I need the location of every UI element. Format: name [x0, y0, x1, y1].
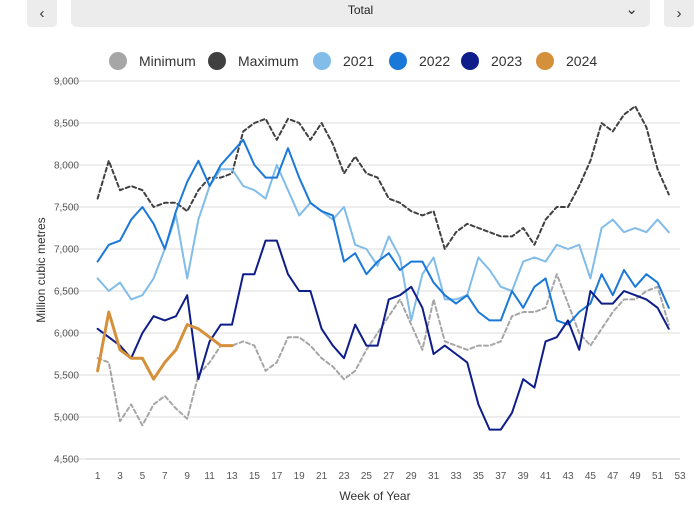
- x-tick-label: 49: [630, 471, 642, 482]
- legend-label: Maximum: [238, 53, 299, 69]
- legend-item-2022: 2022: [389, 52, 450, 70]
- series-line-2024: [96, 310, 234, 381]
- x-axis-title: Week of Year: [339, 489, 410, 503]
- legend-item-2021: 2021: [313, 52, 374, 70]
- legend-swatch: [313, 52, 331, 70]
- legend-swatch: [461, 52, 479, 70]
- chevron-down-icon: ⌄: [625, 1, 638, 18]
- region-select-value: Total: [347, 3, 374, 17]
- y-tick-label: 7,500: [54, 203, 79, 214]
- y-tick-label: 9,000: [54, 77, 79, 88]
- x-tick-label: 45: [585, 471, 597, 482]
- x-tick-label: 33: [450, 471, 462, 482]
- series-line-maximum: [96, 105, 670, 250]
- y-tick-label: 6,500: [54, 287, 79, 298]
- x-tick-label: 53: [674, 471, 686, 482]
- x-tick-label: 13: [226, 471, 238, 482]
- x-tick-label: 29: [406, 471, 418, 482]
- legend-label: 2022: [419, 53, 450, 69]
- legend-label: 2023: [491, 53, 522, 69]
- y-tick-label: 8,000: [54, 161, 79, 172]
- y-tick-label: 7,000: [54, 245, 79, 256]
- legend-swatch: [389, 52, 407, 70]
- x-tick-label: 15: [249, 471, 261, 482]
- x-tick-label: 5: [140, 471, 146, 482]
- legend-swatch: [109, 52, 127, 70]
- y-tick-label: 5,500: [54, 371, 79, 382]
- x-tick-label: 31: [428, 471, 440, 482]
- x-tick-label: 43: [562, 471, 574, 482]
- y-tick-label: 8,500: [54, 119, 79, 130]
- chevron-right-icon: ›: [676, 5, 682, 22]
- legend-swatch: [536, 52, 554, 70]
- region-select[interactable]: Total ⌄: [71, 0, 650, 27]
- legend-swatch: [208, 52, 226, 70]
- y-axis-title: Million cubic metres: [34, 217, 48, 322]
- x-tick-label: 37: [495, 471, 507, 482]
- series-line-2022: [96, 138, 670, 326]
- x-tick-label: 25: [361, 471, 373, 482]
- previous-button[interactable]: ‹: [27, 0, 57, 27]
- legend-item-maximum: Maximum: [208, 52, 299, 70]
- x-tick-label: 39: [518, 471, 530, 482]
- legend-item-2023: 2023: [461, 52, 522, 70]
- y-tick-label: 6,000: [54, 329, 79, 340]
- x-tick-label: 3: [117, 471, 123, 482]
- legend-label: Minimum: [139, 53, 196, 69]
- chevron-left-icon: ‹: [39, 5, 45, 22]
- x-tick-label: 19: [294, 471, 306, 482]
- legend-label: 2024: [566, 53, 597, 69]
- x-tick-label: 17: [271, 471, 283, 482]
- series-line-2021: [96, 164, 670, 322]
- series-line-minimum: [96, 273, 670, 427]
- x-tick-label: 51: [652, 471, 664, 482]
- x-tick-label: 7: [162, 471, 168, 482]
- x-tick-label: 1: [95, 471, 101, 482]
- series-line-2023: [96, 239, 670, 431]
- legend-label: 2021: [343, 53, 374, 69]
- x-tick-label: 21: [316, 471, 328, 482]
- x-tick-label: 47: [607, 471, 619, 482]
- x-tick-label: 27: [383, 471, 395, 482]
- next-button[interactable]: ›: [664, 0, 694, 27]
- x-tick-label: 35: [473, 471, 485, 482]
- x-tick-label: 41: [540, 471, 552, 482]
- x-tick-label: 23: [338, 471, 350, 482]
- x-tick-label: 11: [204, 471, 215, 482]
- y-tick-label: 5,000: [54, 413, 79, 424]
- legend-item-minimum: Minimum: [109, 52, 196, 70]
- legend-item-2024: 2024: [536, 52, 597, 70]
- x-tick-label: 9: [184, 471, 190, 482]
- y-tick-label: 4,500: [54, 455, 79, 466]
